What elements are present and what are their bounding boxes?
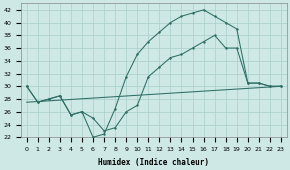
X-axis label: Humidex (Indice chaleur): Humidex (Indice chaleur) <box>98 158 209 167</box>
